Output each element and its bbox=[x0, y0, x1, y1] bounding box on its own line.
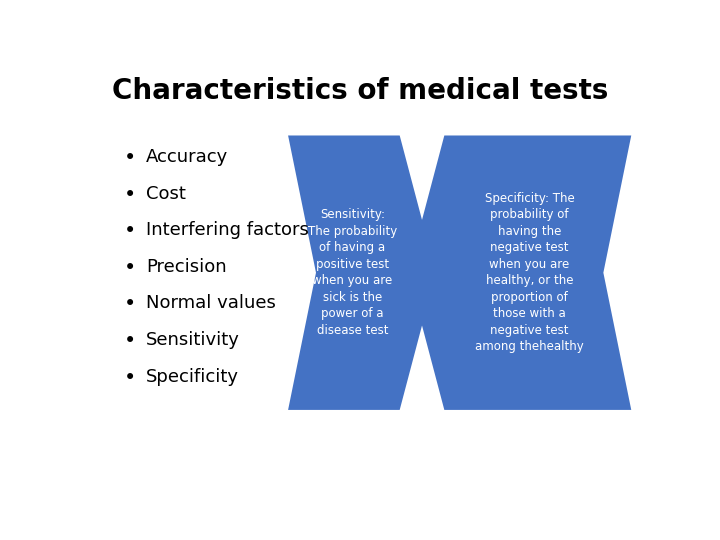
Text: •: • bbox=[124, 331, 136, 351]
Text: Sensitivity:
The probability
of having a
positive test
when you are
sick is the
: Sensitivity: The probability of having a… bbox=[307, 208, 397, 337]
Text: Cost: Cost bbox=[145, 185, 186, 202]
Text: •: • bbox=[124, 258, 136, 278]
Text: •: • bbox=[124, 148, 136, 168]
Text: •: • bbox=[124, 368, 136, 388]
Text: •: • bbox=[124, 294, 136, 314]
Polygon shape bbox=[408, 136, 631, 410]
Text: Specificity: The
probability of
having the
negative test
when you are
healthy, o: Specificity: The probability of having t… bbox=[475, 192, 584, 354]
Text: Interfering factors: Interfering factors bbox=[145, 221, 309, 239]
Text: Normal values: Normal values bbox=[145, 294, 276, 312]
Text: •: • bbox=[124, 185, 136, 205]
Text: Sensitivity: Sensitivity bbox=[145, 331, 240, 349]
Text: Accuracy: Accuracy bbox=[145, 148, 228, 166]
Polygon shape bbox=[288, 136, 436, 410]
Text: •: • bbox=[124, 221, 136, 241]
Text: Specificity: Specificity bbox=[145, 368, 239, 386]
Text: Characteristics of medical tests: Characteristics of medical tests bbox=[112, 77, 608, 105]
Text: Precision: Precision bbox=[145, 258, 226, 276]
